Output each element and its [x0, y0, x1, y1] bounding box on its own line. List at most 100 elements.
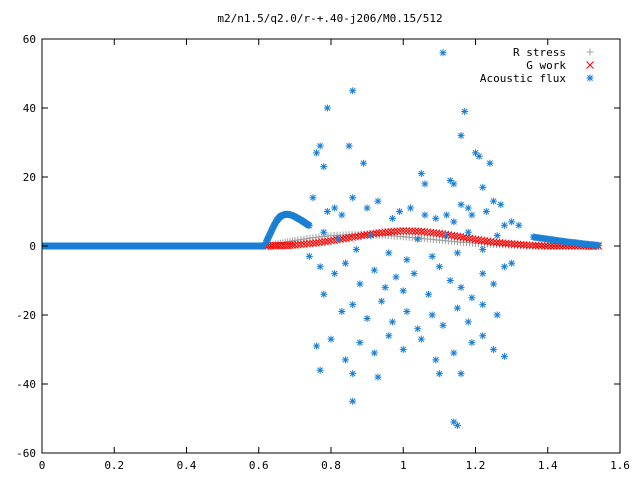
- data-point: [266, 230, 274, 238]
- data-point: [516, 240, 525, 249]
- data-point: [327, 335, 335, 343]
- data-point: [370, 266, 378, 274]
- data-point: [428, 311, 436, 319]
- data-point: [345, 233, 353, 242]
- data-point: [414, 325, 422, 333]
- y-tick-label: -20: [16, 309, 36, 322]
- legend-marker: [586, 74, 594, 82]
- acoustic-flux-baseline: [42, 242, 266, 250]
- data-point: [345, 142, 353, 150]
- data-point: [363, 204, 371, 212]
- data-point: [528, 241, 537, 250]
- data-point: [508, 259, 516, 267]
- data-point: [331, 270, 339, 278]
- data-point: [475, 152, 483, 160]
- data-point: [357, 231, 365, 240]
- data-point: [297, 240, 305, 249]
- data-point: [338, 308, 346, 316]
- data-point: [367, 232, 375, 240]
- data-point: [378, 228, 387, 237]
- data-point: [327, 236, 335, 245]
- data-point: [392, 273, 400, 281]
- data-point: [320, 228, 328, 236]
- data-point: [349, 194, 357, 202]
- data-point: [411, 227, 420, 236]
- data-point: [468, 339, 476, 347]
- data-point: [385, 249, 393, 257]
- data-point: [313, 342, 321, 350]
- data-point: [417, 335, 425, 343]
- data-point: [510, 240, 519, 249]
- data-point: [450, 218, 458, 226]
- data-point: [349, 370, 357, 378]
- data-point: [305, 252, 313, 260]
- data-point: [305, 222, 313, 230]
- data-point: [320, 163, 328, 171]
- data-point: [519, 240, 528, 249]
- data-point: [331, 204, 339, 212]
- data-point: [354, 232, 362, 241]
- data-point: [300, 240, 308, 248]
- data-point: [342, 234, 350, 243]
- data-point: [490, 197, 498, 205]
- data-point: [316, 142, 324, 150]
- x-tick-label: 0.8: [321, 459, 341, 472]
- data-point: [498, 239, 507, 247]
- data-point: [313, 149, 321, 157]
- data-point: [500, 263, 508, 271]
- data-point: [479, 245, 487, 253]
- data-point: [515, 221, 523, 229]
- data-point: [388, 318, 396, 326]
- data-point: [479, 301, 487, 309]
- data-point: [403, 256, 411, 264]
- data-point: [507, 240, 516, 248]
- data-point: [537, 241, 546, 250]
- data-point: [396, 227, 405, 235]
- data-point: [267, 228, 275, 236]
- data-point: [320, 290, 328, 298]
- x-tick-label: 1.4: [538, 459, 558, 472]
- data-point: [268, 226, 276, 234]
- data-point: [543, 242, 552, 250]
- data-point: [450, 418, 458, 426]
- data-point: [385, 332, 393, 340]
- data-point: [425, 290, 433, 298]
- data-point: [453, 232, 462, 241]
- data-point: [414, 227, 423, 236]
- data-point: [522, 241, 531, 249]
- data-point: [408, 227, 417, 236]
- data-point: [508, 218, 516, 226]
- data-point: [435, 370, 443, 378]
- data-point: [464, 228, 472, 236]
- data-point: [492, 238, 501, 247]
- data-point: [323, 208, 331, 215]
- data-point: [500, 352, 508, 360]
- data-point: [453, 249, 461, 257]
- data-point: [403, 308, 411, 316]
- y-tick-label: -60: [16, 447, 36, 460]
- data-point: [446, 176, 454, 184]
- data-point: [468, 294, 476, 302]
- data-point: [399, 346, 407, 353]
- data-point: [316, 263, 324, 271]
- data-point: [341, 259, 349, 267]
- data-point: [387, 227, 396, 236]
- data-point: [323, 104, 331, 112]
- y-tick-label: 60: [23, 33, 36, 46]
- data-point: [316, 366, 324, 374]
- y-tick-label: 0: [29, 240, 36, 253]
- legend-marker: [586, 61, 594, 69]
- data-point: [351, 232, 359, 241]
- data-point: [338, 211, 346, 219]
- data-point: [464, 204, 472, 212]
- data-point: [486, 159, 494, 167]
- data-point: [381, 228, 390, 237]
- data-point: [540, 242, 549, 250]
- data-point: [439, 49, 447, 57]
- data-point: [360, 159, 368, 167]
- data-point: [303, 239, 311, 248]
- legend-label: R stress: [513, 46, 566, 59]
- data-point: [495, 238, 504, 247]
- data-point: [489, 238, 498, 247]
- x-tick-label: 0: [39, 459, 46, 472]
